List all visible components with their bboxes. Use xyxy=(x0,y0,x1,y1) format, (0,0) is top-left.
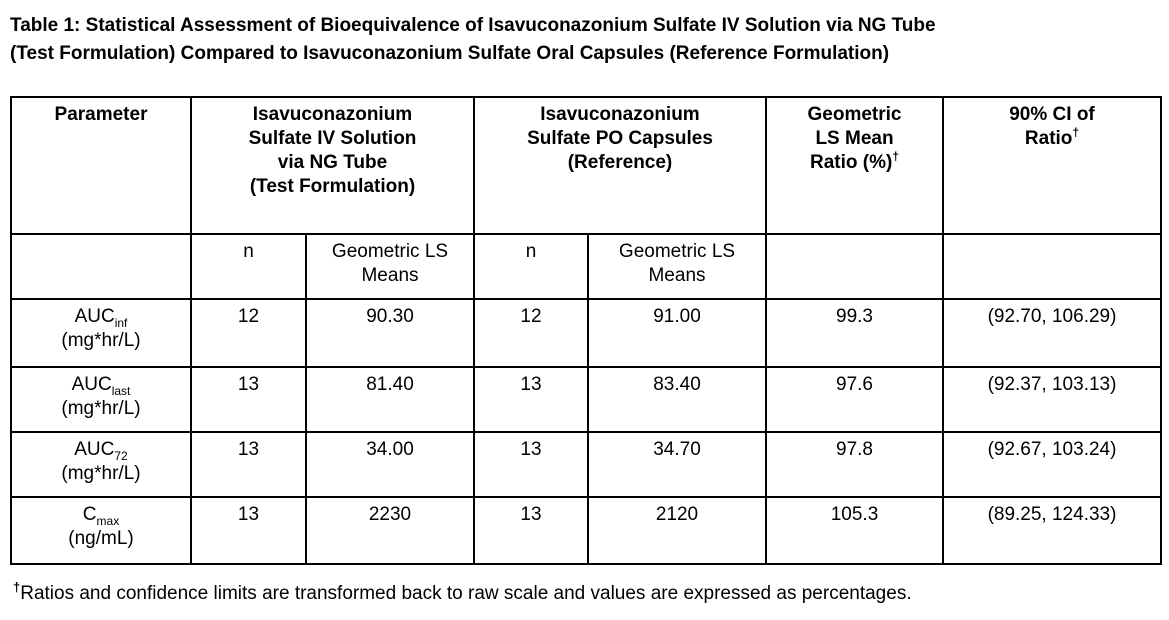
table-title-line-1: Table 1: Statistical Assessment of Bioeq… xyxy=(10,15,936,36)
table-title: Table 1: Statistical Assessment of Bioeq… xyxy=(10,12,1160,68)
subheader-cell-empty-parameter xyxy=(10,233,192,300)
subheader-cell-empty-ci xyxy=(942,233,1162,300)
param-unit: (ng/mL) xyxy=(68,528,134,549)
table-row-cmax: Cmax (ng/mL) 13 2230 13 2120 105.3 (89.2… xyxy=(10,496,1162,565)
cell-ref-mean: 34.70 xyxy=(587,431,767,498)
header-ratio-label: Geometric LS Mean Ratio (%) xyxy=(807,104,902,173)
cell-test-mean: 81.40 xyxy=(305,366,475,433)
dagger-symbol: † xyxy=(13,579,21,595)
cell-test-n: 13 xyxy=(190,366,307,433)
cell-ci: (89.25, 124.33) xyxy=(942,496,1162,565)
param-cell-auc-inf: AUCinf (mg*hr/L) xyxy=(10,298,192,368)
cell-ratio: 99.3 xyxy=(765,298,944,368)
subheader-cell-ref-mean: Geometric LS Means xyxy=(587,233,767,300)
footnote-text: Ratios and confidence limits are transfo… xyxy=(20,583,912,604)
cell-ref-n: 13 xyxy=(473,366,589,433)
subheader-cell-ref-n: n xyxy=(473,233,589,300)
param-base: C xyxy=(82,504,97,525)
cell-test-mean: 34.00 xyxy=(305,431,475,498)
header-ci-label: 90% CI of Ratio xyxy=(1009,104,1095,149)
cell-ref-mean: 91.00 xyxy=(587,298,767,368)
bioequivalence-table: Parameter Isavuconazonium Sulfate IV Sol… xyxy=(10,96,1162,565)
cell-test-mean: 90.30 xyxy=(305,298,475,368)
cell-ratio: 105.3 xyxy=(765,496,944,565)
param-subscript: last xyxy=(111,383,131,398)
header-cell-ratio: Geometric LS Mean Ratio (%)† xyxy=(765,96,944,235)
param-base: AUC xyxy=(71,374,112,395)
subheader-cell-test-mean: Geometric LS Means xyxy=(305,233,475,300)
param-subscript: 72 xyxy=(114,448,128,463)
param-unit: (mg*hr/L) xyxy=(61,398,141,419)
cell-test-n: 12 xyxy=(190,298,307,368)
cell-ci: (92.70, 106.29) xyxy=(942,298,1162,368)
footnote: †Ratios and confidence limits are transf… xyxy=(13,579,912,606)
dagger-symbol: † xyxy=(1072,125,1080,140)
cell-ratio: 97.8 xyxy=(765,431,944,498)
cell-ci: (92.37, 103.13) xyxy=(942,366,1162,433)
subheader-ref-mean-label: Geometric LS Means xyxy=(618,241,736,286)
subheader-test-n-label: n xyxy=(243,241,254,262)
table-row-auc-72: AUC72 (mg*hr/L) 13 34.00 13 34.70 97.8 (… xyxy=(10,431,1162,498)
param-unit: (mg*hr/L) xyxy=(61,463,141,484)
header-cell-ci: 90% CI of Ratio† xyxy=(942,96,1162,235)
table-header-row: Parameter Isavuconazonium Sulfate IV Sol… xyxy=(10,96,1162,235)
table-row-auc-inf: AUCinf (mg*hr/L) 12 90.30 12 91.00 99.3 … xyxy=(10,298,1162,368)
param-cell-auc-last: AUClast (mg*hr/L) xyxy=(10,366,192,433)
cell-ref-n: 13 xyxy=(473,496,589,565)
cell-ci: (92.67, 103.24) xyxy=(942,431,1162,498)
cell-ref-n: 13 xyxy=(473,431,589,498)
subheader-cell-empty-ratio xyxy=(765,233,944,300)
header-cell-reference-formulation: Isavuconazonium Sulfate PO Capsules (Ref… xyxy=(473,96,767,235)
table-subheader-row: n Geometric LS Means n Geometric LS Mean… xyxy=(10,233,1162,300)
header-parameter-label: Parameter xyxy=(54,104,148,125)
cell-test-mean: 2230 xyxy=(305,496,475,565)
cell-test-n: 13 xyxy=(190,431,307,498)
table-row-auc-last: AUClast (mg*hr/L) 13 81.40 13 83.40 97.6… xyxy=(10,366,1162,433)
table-title-line-2: (Test Formulation) Compared to Isavucona… xyxy=(10,43,890,64)
param-base: AUC xyxy=(74,306,115,327)
cell-ratio: 97.6 xyxy=(765,366,944,433)
param-cell-cmax: Cmax (ng/mL) xyxy=(10,496,192,565)
cell-ref-mean: 83.40 xyxy=(587,366,767,433)
subheader-test-mean-label: Geometric LS Means xyxy=(331,241,449,286)
param-cell-auc-72: AUC72 (mg*hr/L) xyxy=(10,431,192,498)
dagger-symbol: † xyxy=(892,149,899,164)
param-unit: (mg*hr/L) xyxy=(61,330,141,351)
cell-ref-n: 12 xyxy=(473,298,589,368)
param-subscript: inf xyxy=(114,315,128,330)
header-cell-test-formulation: Isavuconazonium Sulfate IV Solution via … xyxy=(190,96,475,235)
cell-test-n: 13 xyxy=(190,496,307,565)
header-cell-parameter: Parameter xyxy=(10,96,192,235)
subheader-ref-n-label: n xyxy=(525,241,537,262)
cell-ref-mean: 2120 xyxy=(587,496,767,565)
param-base: AUC xyxy=(74,439,115,460)
subheader-cell-test-n: n xyxy=(190,233,307,300)
header-reference-formulation-label: Isavuconazonium Sulfate PO Capsules (Ref… xyxy=(527,104,713,173)
header-test-formulation-label: Isavuconazonium Sulfate IV Solution via … xyxy=(248,104,417,197)
param-subscript: max xyxy=(96,513,120,528)
